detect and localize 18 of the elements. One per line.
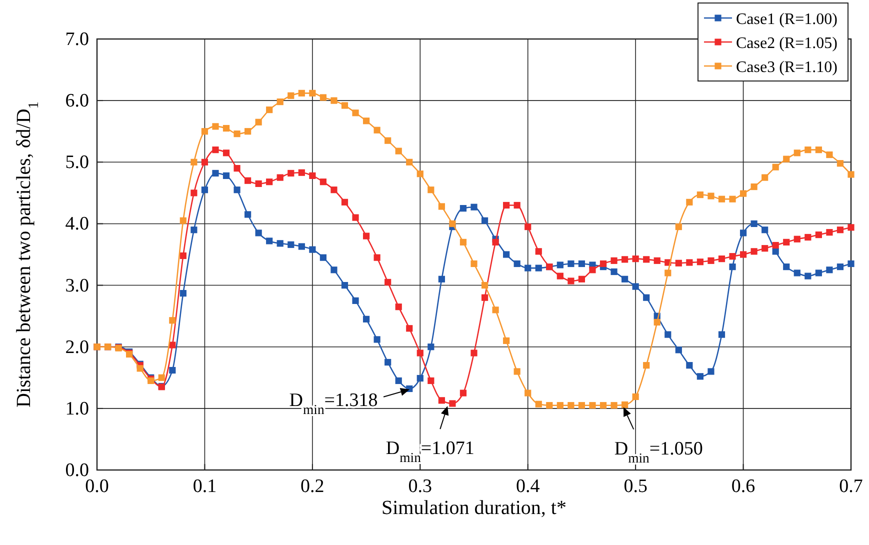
x-tick-label: 0.3: [408, 476, 432, 497]
y-tick-label: 4.0: [65, 214, 89, 235]
y-tick-label: 5.0: [65, 152, 89, 174]
x-tick-label: 0.5: [624, 476, 648, 497]
x-tick-label: 0.1: [192, 476, 217, 497]
x-tick-label: 0.4: [516, 476, 540, 497]
legend-label: Case1 (R=1.00): [736, 11, 838, 28]
y-tick-label: 3.0: [65, 275, 89, 296]
y-tick-label: 2.0: [65, 336, 89, 358]
x-tick-label: 0.2: [300, 476, 324, 497]
x-tick-label: 0.6: [731, 476, 756, 497]
y-tick-label: 6.0: [65, 90, 89, 112]
y-tick-label: 7.0: [65, 29, 89, 50]
y-tick-label: 1.0: [65, 398, 89, 420]
legend-label: Case3 (R=1.10): [736, 59, 838, 76]
legend-label: Case2 (R=1.05): [736, 35, 838, 52]
x-tick-label: 0.7: [839, 476, 863, 497]
x-axis-title: Simulation duration, t*: [382, 497, 566, 519]
